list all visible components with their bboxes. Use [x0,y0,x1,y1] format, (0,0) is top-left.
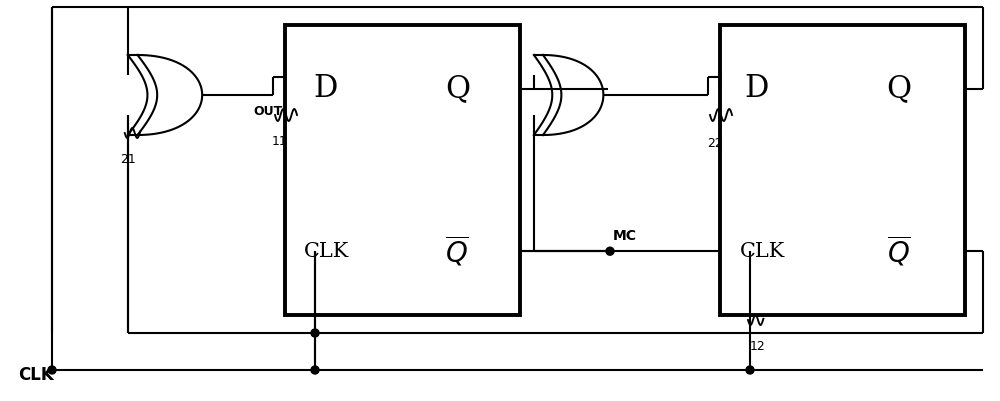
Circle shape [311,329,319,337]
Text: 21: 21 [120,153,136,166]
Circle shape [311,366,319,374]
Text: CLK: CLK [304,242,349,261]
Text: CLK: CLK [740,242,785,261]
Text: Q: Q [887,73,912,104]
Text: 11: 11 [272,135,288,148]
Text: OUT: OUT [253,105,283,118]
Bar [285,25,520,315]
Text: CLK: CLK [18,366,54,384]
Circle shape [48,366,56,374]
Circle shape [606,247,614,255]
Text: $\overline{Q}$: $\overline{Q}$ [445,234,469,269]
Text: Q: Q [445,73,470,104]
Text: 22: 22 [707,137,723,150]
Text: $\overline{Q}$: $\overline{Q}$ [887,234,910,269]
Text: MC: MC [613,229,637,243]
Text: 12: 12 [750,340,766,353]
Text: D: D [744,73,769,104]
Text: D: D [313,73,338,104]
Circle shape [746,366,754,374]
Bar [720,25,965,315]
